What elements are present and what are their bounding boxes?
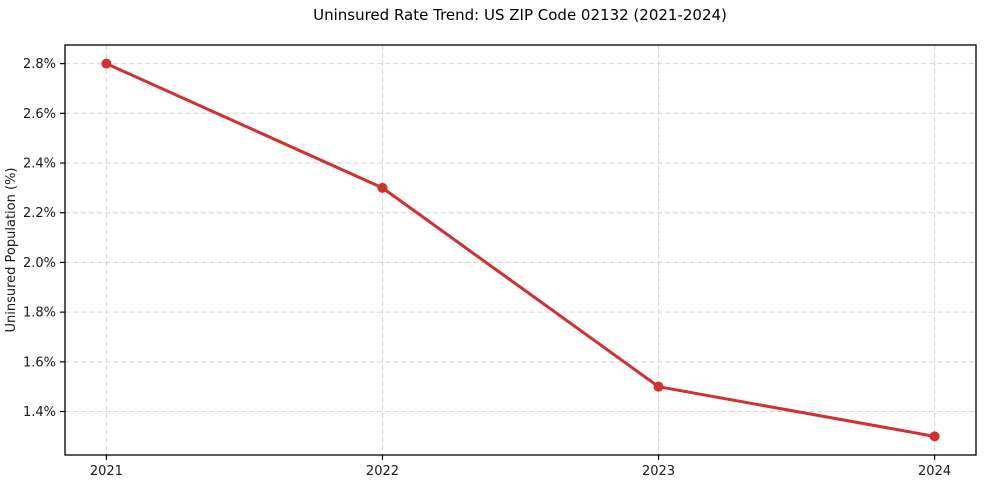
- data-point-marker: [377, 182, 388, 193]
- y-axis-label: Uninsured Population (%): [4, 168, 19, 333]
- x-tick-label: 2024: [918, 464, 951, 479]
- y-tick-label: 2.0%: [23, 256, 56, 271]
- data-point-marker: [101, 58, 112, 69]
- y-tick-label: 1.4%: [23, 405, 56, 420]
- y-tick-label: 1.8%: [23, 306, 56, 321]
- y-tick-label: 1.6%: [23, 355, 56, 370]
- plot-layers: 2021 2022 2023 2024 1.4% 1.6% 1.8% 2.0% 2.2% 2.4%…: [23, 44, 977, 479]
- y-tick-label: 2.8%: [23, 57, 56, 72]
- x-tick-label: 2023: [642, 464, 675, 479]
- y-tick-label: 2.4%: [23, 157, 56, 172]
- x-tick-label: 2022: [366, 464, 399, 479]
- x-tick-label: 2021: [90, 464, 123, 479]
- trend-line: [104, 62, 937, 438]
- data-point-marker: [929, 431, 940, 442]
- axis-border: [64, 44, 977, 456]
- y-tick-label: 2.2%: [23, 206, 56, 221]
- chart-title: Uninsured Rate Trend: US ZIP Code 02132 …: [313, 6, 727, 24]
- data-point-marker: [653, 381, 664, 392]
- y-tick-label: 2.6%: [23, 107, 56, 122]
